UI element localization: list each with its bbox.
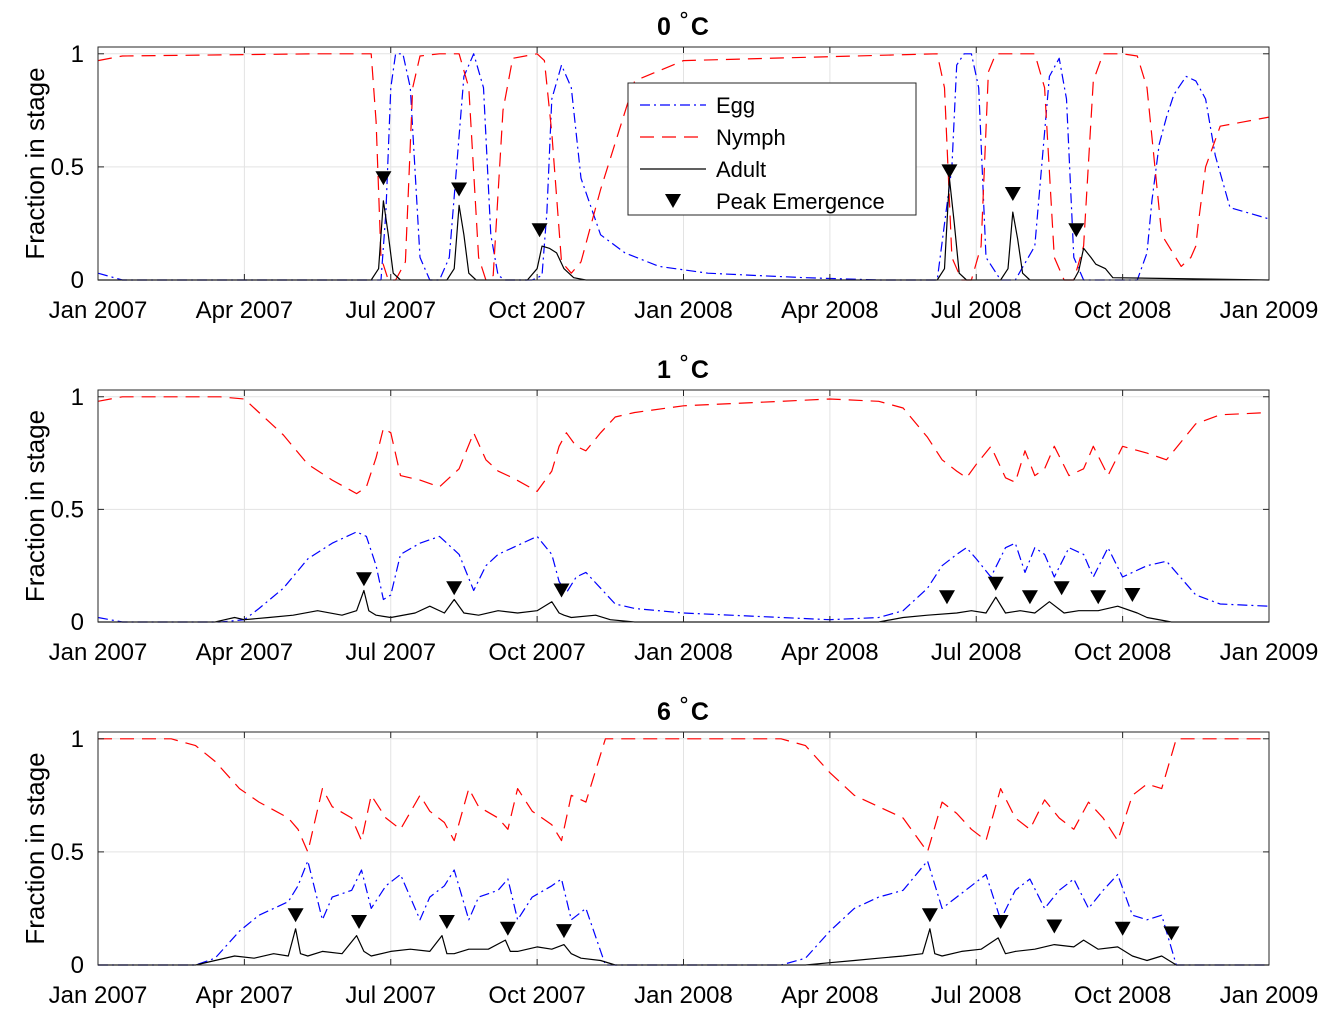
peak-marker [375,171,392,186]
x-tick-label: Jul 2008 [931,639,1022,666]
x-tick-label: Jan 2008 [634,639,733,666]
peak-marker [1004,187,1021,202]
x-tick-label: Apr 2008 [781,982,878,1009]
peak-marker [987,576,1004,591]
x-tick-label: Apr 2008 [781,297,878,324]
x-tick-label: Jan 2009 [1220,639,1319,666]
peak-marker [941,164,958,179]
legend-swatch-peak [665,194,681,208]
peak-marker [553,583,570,598]
peak-marker [1053,581,1070,596]
peak-marker [1021,590,1038,605]
x-tick-label: Jul 2008 [931,982,1022,1009]
x-tick-label: Jan 2008 [634,297,733,324]
x-tick-label: Apr 2007 [196,639,293,666]
y-axis-label: Fraction in stage [20,67,50,259]
peak-marker [446,581,463,596]
x-tick-label: Jul 2008 [931,297,1022,324]
y-tick-label: 0 [71,952,84,979]
x-tick-label: Oct 2008 [1074,297,1171,324]
peak-marker [351,915,368,930]
x-tick-label: Jan 2007 [49,982,148,1009]
legend-label: Egg [716,93,755,118]
x-tick-label: Jan 2009 [1220,297,1319,324]
x-tick-label: Oct 2007 [488,297,585,324]
y-tick-label: 0.5 [51,496,84,523]
x-tick-label: Jul 2007 [345,639,436,666]
y-tick-label: 1 [71,726,84,753]
legend: Egg Nymph Adult Peak Emergence [627,82,917,216]
y-tick-label: 1 [71,384,84,411]
x-tick-label: Oct 2008 [1074,639,1171,666]
series-line-adult [98,928,1269,966]
peak-marker [1068,223,1085,238]
y-tick-label: 1 [71,41,84,68]
x-tick-label: Apr 2008 [781,639,878,666]
peak-marker [438,915,455,930]
peak-marker [451,182,468,197]
title-unit: C [691,13,709,41]
series-line-egg [98,860,1269,966]
y-axis-label: Fraction in stage [20,752,50,944]
peak-marker [531,223,548,238]
peak-marker [1046,919,1063,934]
y-tick-label: 0 [71,267,84,294]
y-axis-label: Fraction in stage [20,410,50,602]
chart-panel-2: Jan 2007 Apr 2007 Jul 2007 Oct 2007 Jan 2008… [20,696,1319,1009]
legend-label: Adult [716,157,766,182]
title-number: 0 [657,13,671,41]
series-line-nymph [97,396,1270,495]
title-number: 1 [657,356,671,384]
x-tick-label: Jan 2008 [634,982,733,1009]
x-tick-label: Oct 2007 [488,639,585,666]
peak-marker [1090,590,1107,605]
peak-marker [1163,926,1180,941]
legend-label: Nymph [716,125,786,150]
title-number: 6 [657,698,671,726]
peak-marker [992,915,1009,930]
peak-marker [921,908,938,923]
series-line-adult [98,589,1269,623]
degree-symbol [680,11,688,19]
peak-marker [499,921,516,936]
series-line-nymph [98,738,1269,853]
legend-label: Peak Emergence [716,189,885,214]
peak-marker [555,924,572,939]
x-tick-label: Oct 2008 [1074,982,1171,1009]
peak-marker [938,590,955,605]
peak-marker [287,908,304,923]
peak-marker [1124,587,1141,602]
y-tick-label: 0.5 [51,154,84,181]
degree-symbol [680,696,688,704]
series-line-nymph [97,53,1270,281]
x-tick-label: Jan 2007 [49,639,148,666]
title-unit: C [691,698,709,726]
peak-marker [1114,921,1131,936]
x-tick-label: Apr 2007 [196,297,293,324]
y-tick-label: 0 [71,609,84,636]
chart-panel-0: Jan 2007 Apr 2007 Jul 2007 Oct 2007 Jan 2008… [20,11,1319,324]
peak-marker [355,572,372,587]
title-unit: C [691,356,709,384]
series-line-egg [97,531,1270,623]
x-tick-label: Oct 2007 [488,982,585,1009]
x-tick-label: Jan 2009 [1220,982,1319,1009]
x-tick-label: Apr 2007 [196,982,293,1009]
degree-symbol [680,354,688,362]
x-tick-label: Jul 2007 [345,982,436,1009]
x-tick-label: Jan 2007 [49,297,148,324]
y-tick-label: 0.5 [51,839,84,866]
chart-panel-1: Jan 2007 Apr 2007 Jul 2007 Oct 2007 Jan 2008… [20,354,1319,666]
x-tick-label: Jul 2007 [345,297,436,324]
